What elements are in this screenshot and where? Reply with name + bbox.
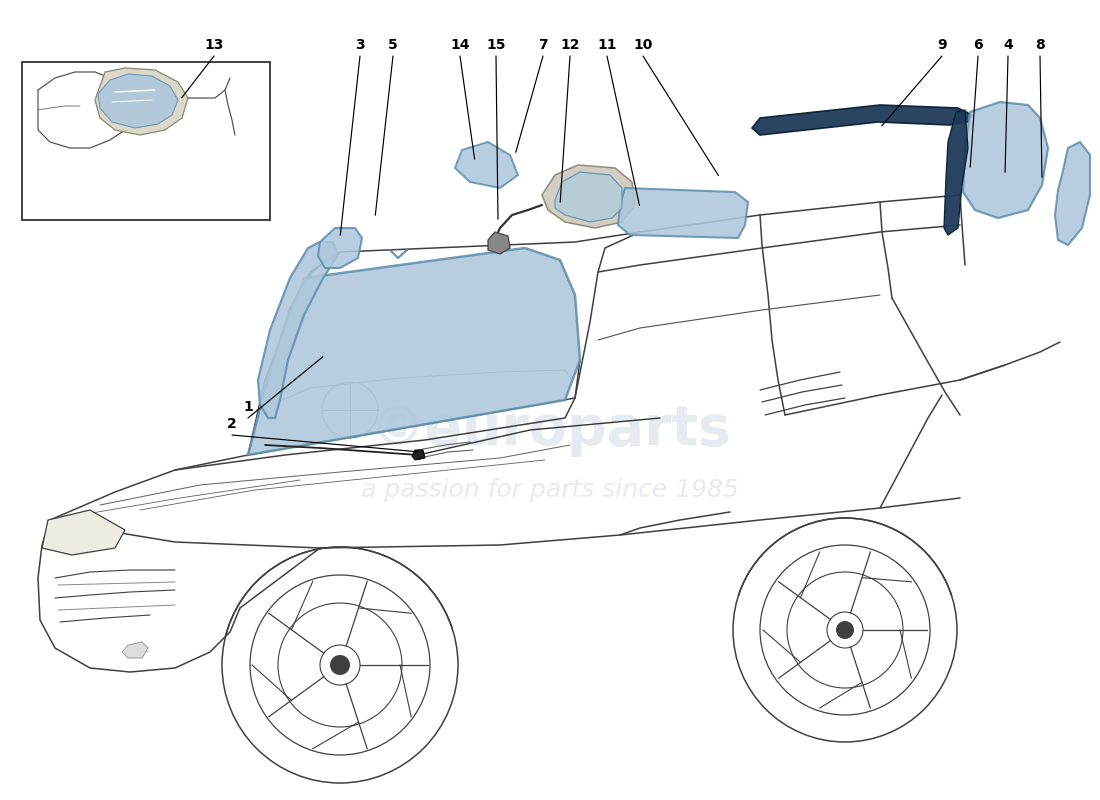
Polygon shape xyxy=(488,232,510,254)
Text: 11: 11 xyxy=(597,38,617,52)
Polygon shape xyxy=(248,248,580,455)
Text: 12: 12 xyxy=(560,38,580,52)
Polygon shape xyxy=(752,105,972,135)
Circle shape xyxy=(412,450,424,460)
Text: ©europarts: ©europarts xyxy=(368,403,732,457)
Text: 8: 8 xyxy=(1035,38,1045,52)
Polygon shape xyxy=(1055,142,1090,245)
Polygon shape xyxy=(962,102,1048,218)
Polygon shape xyxy=(455,142,518,188)
Circle shape xyxy=(836,621,854,639)
Polygon shape xyxy=(944,110,968,235)
Polygon shape xyxy=(98,74,178,128)
Text: 13: 13 xyxy=(205,38,223,52)
Circle shape xyxy=(330,655,350,675)
Polygon shape xyxy=(556,172,622,222)
FancyBboxPatch shape xyxy=(22,62,270,220)
Polygon shape xyxy=(618,188,748,238)
Polygon shape xyxy=(412,450,425,460)
Polygon shape xyxy=(122,642,149,658)
Text: 1: 1 xyxy=(243,400,253,414)
Text: 2: 2 xyxy=(227,417,236,431)
Text: 7: 7 xyxy=(538,38,548,52)
Polygon shape xyxy=(95,68,188,135)
Text: 6: 6 xyxy=(974,38,982,52)
Text: 14: 14 xyxy=(450,38,470,52)
Polygon shape xyxy=(42,510,125,555)
Polygon shape xyxy=(542,165,635,228)
Text: 15: 15 xyxy=(486,38,506,52)
Text: 9: 9 xyxy=(937,38,947,52)
Text: 10: 10 xyxy=(634,38,652,52)
Text: 5: 5 xyxy=(388,38,398,52)
Text: 4: 4 xyxy=(1003,38,1013,52)
Text: a passion for parts since 1985: a passion for parts since 1985 xyxy=(361,478,739,502)
Polygon shape xyxy=(258,242,338,418)
Text: 3: 3 xyxy=(355,38,365,52)
Polygon shape xyxy=(318,228,362,268)
